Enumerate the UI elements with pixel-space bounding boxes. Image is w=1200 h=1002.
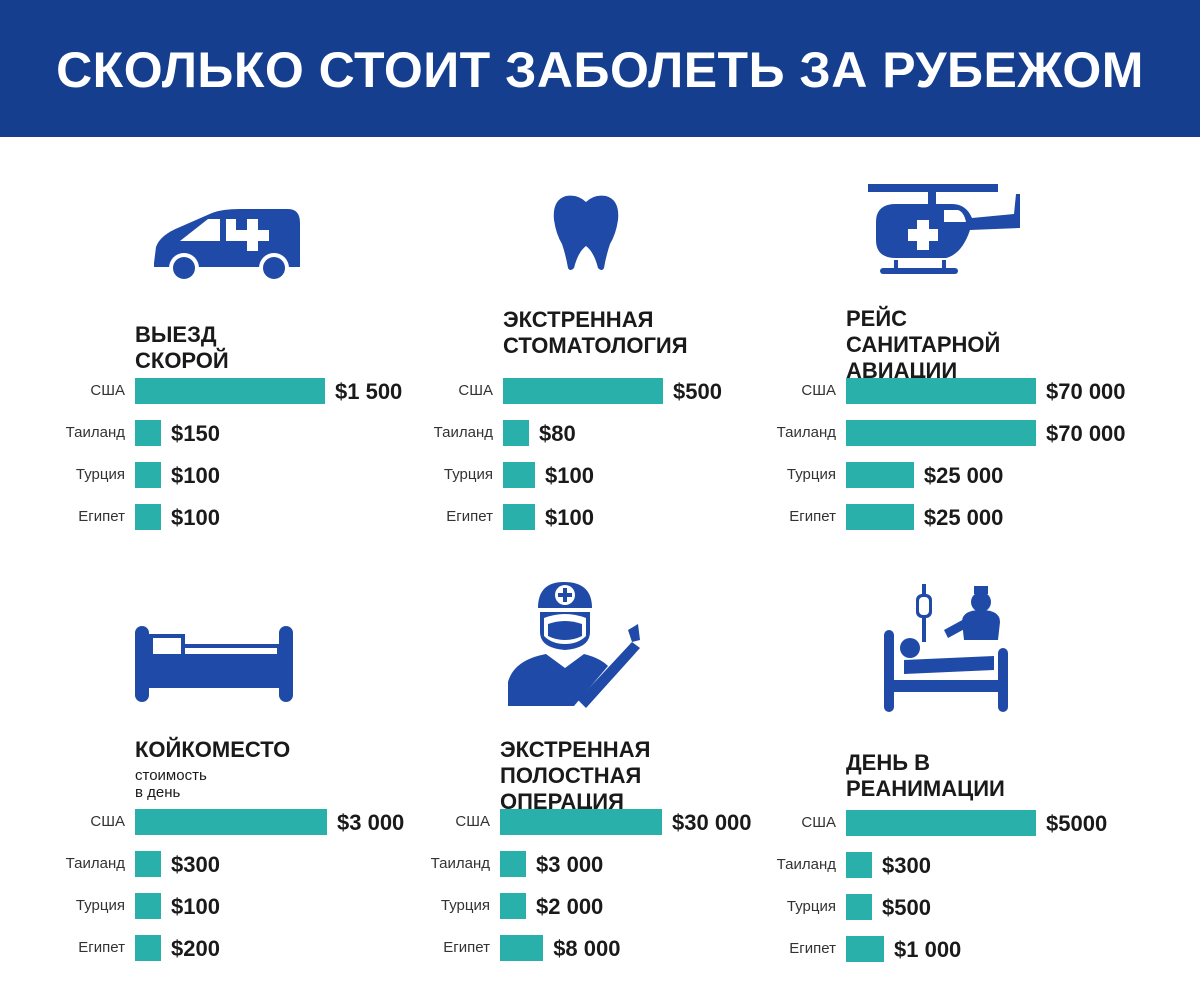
category-label: Турция <box>443 466 493 483</box>
value-label: $150 <box>171 421 220 446</box>
category-label: США <box>455 813 490 830</box>
category-label: Таиланд <box>65 855 125 872</box>
bar <box>503 420 529 446</box>
category-label: Египет <box>446 508 493 525</box>
bar <box>503 378 663 404</box>
bar <box>500 935 544 961</box>
value-label: $300 <box>882 853 931 878</box>
category-label: Турция <box>440 897 490 914</box>
value-label: $300 <box>171 852 220 877</box>
category-label: Египет <box>789 940 836 957</box>
category-label: Египет <box>443 939 490 956</box>
value-label: $100 <box>171 894 220 919</box>
helicopter-icon <box>868 184 1020 274</box>
bar <box>500 809 662 835</box>
category-label: Таиланд <box>430 855 490 872</box>
category-label: США <box>90 382 125 399</box>
bar <box>135 809 327 835</box>
value-label: $500 <box>882 895 931 920</box>
bar <box>846 420 1036 446</box>
category-label: США <box>801 382 836 399</box>
category-label: Таиланд <box>433 424 493 441</box>
value-label: $25 000 <box>923 505 1004 530</box>
ambulance-icon <box>154 209 300 283</box>
category-label: Турция <box>786 898 836 915</box>
hospital-bed-icon <box>135 626 293 702</box>
bar <box>135 462 161 488</box>
chart-title: РЕЙС САНИТАРНОЙ АВИАЦИИ <box>846 306 1001 383</box>
category-label: Египет <box>78 508 125 525</box>
bar <box>846 936 884 962</box>
value-label: $8 000 <box>553 936 621 961</box>
bar <box>846 378 1036 404</box>
bar <box>846 852 872 878</box>
bar <box>135 420 161 446</box>
bar <box>135 935 161 961</box>
bar <box>846 894 872 920</box>
category-label: США <box>801 814 836 831</box>
chart-title: ДЕНЬ В РЕАНИМАЦИИ <box>846 750 1005 801</box>
value-label: $5000 <box>1046 811 1108 836</box>
bar <box>846 810 1036 836</box>
value-label: $100 <box>171 463 220 488</box>
bar <box>135 893 161 919</box>
page-title: СКОЛЬКО СТОИТ ЗАБОЛЕТЬ ЗА РУБЕЖОМ <box>56 42 1144 98</box>
value-label: $2 000 <box>536 894 604 919</box>
surgeon-icon <box>508 582 640 708</box>
bar <box>500 893 526 919</box>
value-label: $70 000 <box>1046 421 1126 446</box>
bar <box>135 851 161 877</box>
bar <box>503 462 535 488</box>
chart-subtitle: стоимость в день <box>135 767 207 801</box>
bar <box>503 504 535 530</box>
value-label: $100 <box>545 505 594 530</box>
value-label: $3 000 <box>536 852 604 877</box>
bar <box>846 462 914 488</box>
value-label: $100 <box>171 505 220 530</box>
value-label: $3 000 <box>337 810 405 835</box>
value-label: $80 <box>539 421 576 446</box>
value-label: $30 000 <box>672 810 752 835</box>
category-label: Таиланд <box>776 424 836 441</box>
intensive-care-icon <box>884 584 1008 712</box>
category-label: Турция <box>786 466 836 483</box>
value-label: $70 000 <box>1046 379 1126 404</box>
chart-title: КОЙКОМЕСТО <box>135 737 291 762</box>
category-label: США <box>90 813 125 830</box>
chart-title: ЭКСТРЕННАЯ СТОМАТОЛОГИЯ <box>503 307 688 358</box>
category-label: Турция <box>75 466 125 483</box>
value-label: $200 <box>171 936 220 961</box>
value-label: $1 000 <box>894 937 962 962</box>
bar <box>846 504 914 530</box>
chart-title: ЭКСТРЕННАЯ ПОЛОСТНАЯ ОПЕРАЦИЯ <box>500 737 651 814</box>
bar <box>135 378 325 404</box>
header-banner: СКОЛЬКО СТОИТ ЗАБОЛЕТЬ ЗА РУБЕЖОМ <box>0 0 1200 137</box>
value-label: $500 <box>673 379 722 404</box>
category-label: Турция <box>75 897 125 914</box>
category-label: Таиланд <box>65 424 125 441</box>
bar <box>500 851 526 877</box>
category-label: Таиланд <box>776 856 836 873</box>
tooth-icon <box>553 195 619 270</box>
value-label: $25 000 <box>923 463 1004 488</box>
value-label: $100 <box>545 463 594 488</box>
category-label: Египет <box>78 939 125 956</box>
chart-title: ВЫЕЗД СКОРОЙ <box>135 322 229 373</box>
value-label: $1 500 <box>335 379 403 404</box>
category-label: США <box>458 382 493 399</box>
bar <box>135 504 161 530</box>
category-label: Египет <box>789 508 836 525</box>
